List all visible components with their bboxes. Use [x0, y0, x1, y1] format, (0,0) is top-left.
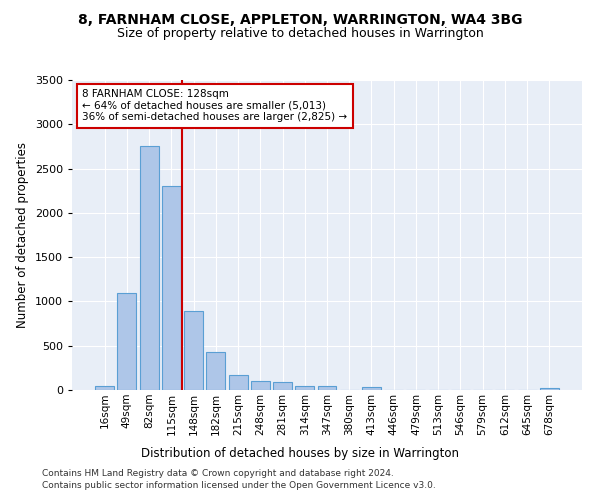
Text: Size of property relative to detached houses in Warrington: Size of property relative to detached ho…: [116, 28, 484, 40]
Bar: [140, 146, 158, 390]
Bar: [206, 352, 225, 390]
Bar: [118, 292, 136, 390]
Bar: [295, 386, 314, 390]
Y-axis label: Number of detached properties: Number of detached properties: [16, 142, 29, 328]
Text: 8, FARNHAM CLOSE, APPLETON, WARRINGTON, WA4 3BG: 8, FARNHAM CLOSE, APPLETON, WARRINGTON, …: [78, 12, 522, 26]
Bar: [162, 186, 181, 390]
Text: 8 FARNHAM CLOSE: 128sqm
← 64% of detached houses are smaller (5,013)
36% of semi: 8 FARNHAM CLOSE: 128sqm ← 64% of detache…: [82, 90, 347, 122]
Bar: [184, 311, 203, 390]
Text: Distribution of detached houses by size in Warrington: Distribution of detached houses by size …: [141, 448, 459, 460]
Bar: [362, 388, 381, 390]
Bar: [229, 374, 248, 390]
Bar: [273, 382, 292, 390]
Bar: [540, 388, 559, 390]
Bar: [251, 381, 270, 390]
Text: Contains HM Land Registry data © Crown copyright and database right 2024.: Contains HM Land Registry data © Crown c…: [42, 468, 394, 477]
Text: Contains public sector information licensed under the Open Government Licence v3: Contains public sector information licen…: [42, 481, 436, 490]
Bar: [95, 386, 114, 390]
Bar: [317, 386, 337, 390]
